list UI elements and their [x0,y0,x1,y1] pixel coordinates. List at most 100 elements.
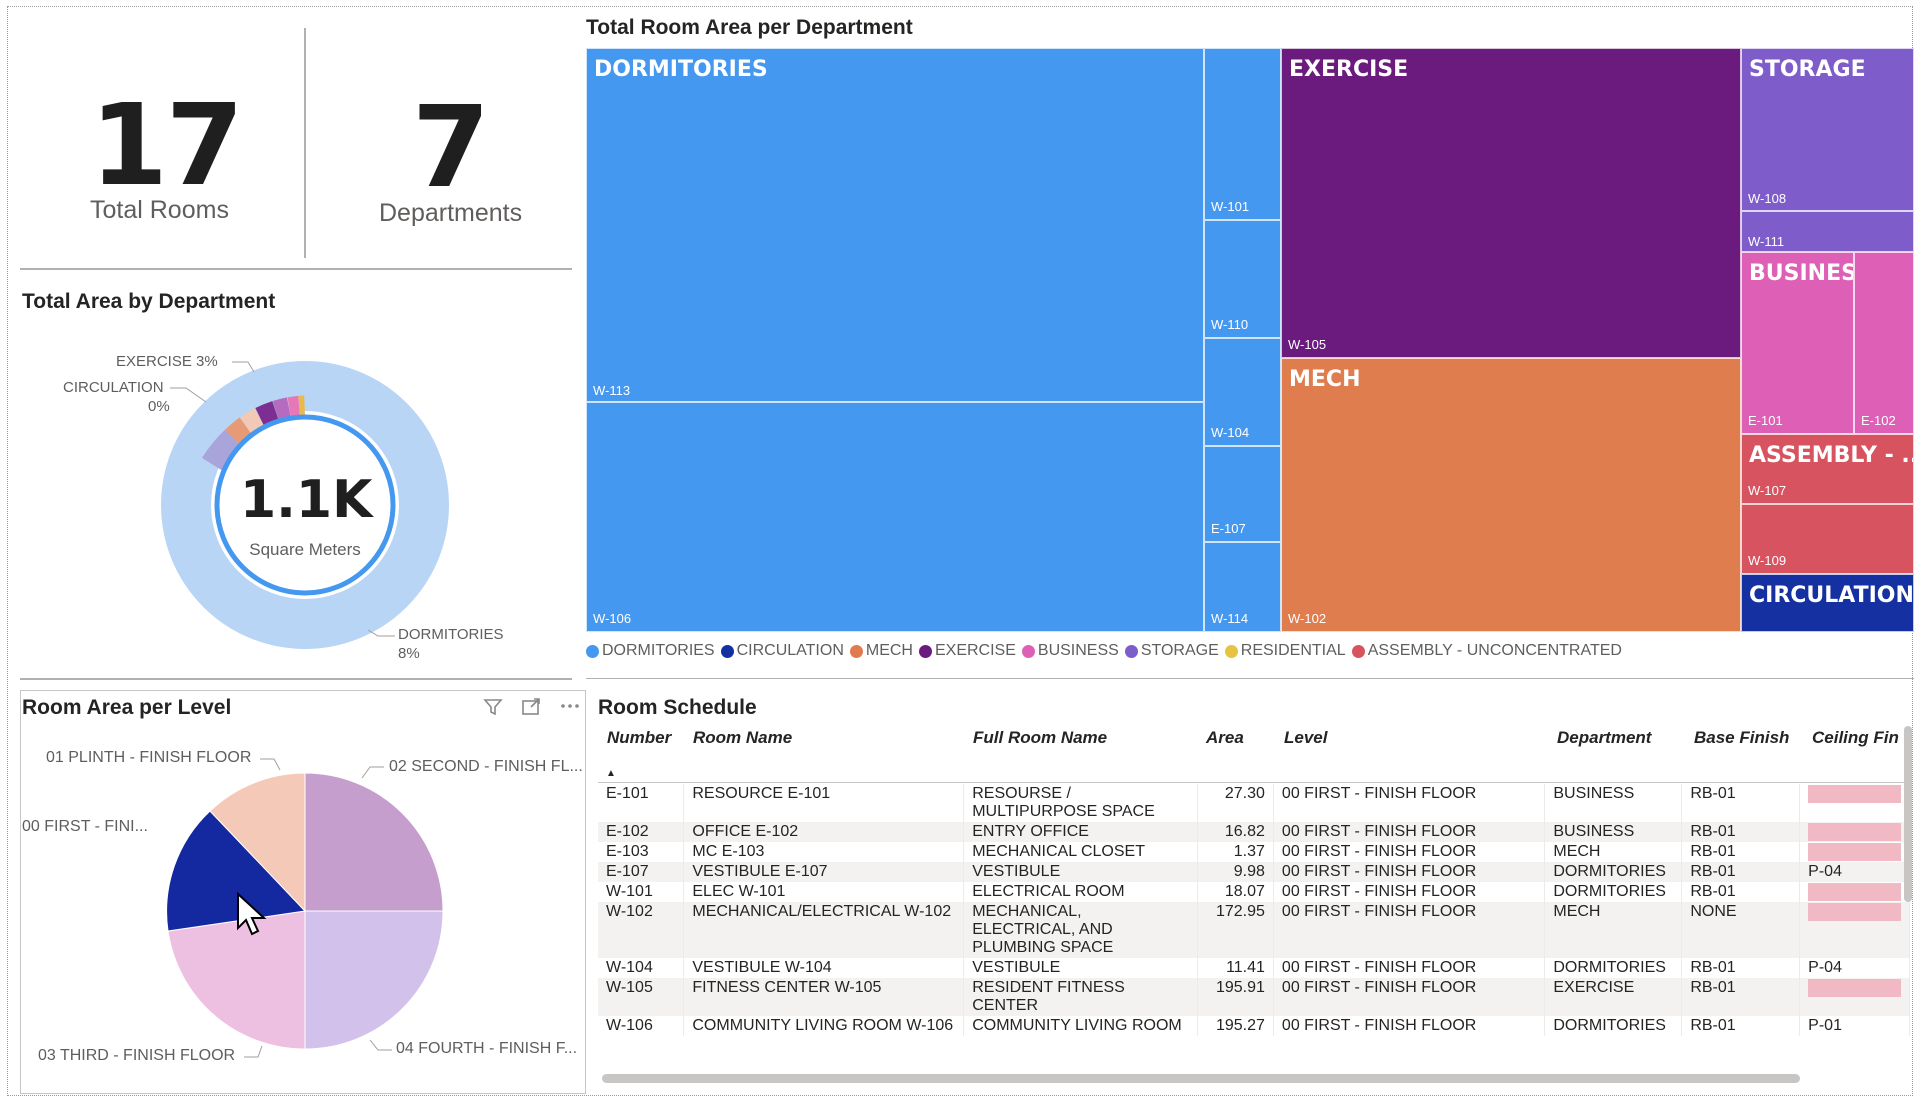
table-cell: COMMUNITY LIVING ROOM W-106 [683,1016,965,1036]
more-options-icon[interactable] [558,694,582,722]
table-cell: OFFICE E-102 [683,822,965,842]
table-row[interactable]: W-105 FITNESS CENTER W-105 RESIDENT FITNES… [598,978,1910,1016]
table-cell: MECH [1544,842,1683,862]
legend-bottom-divider [586,678,1914,679]
legend-dot [1021,644,1035,658]
donut-chart[interactable] [160,360,450,650]
col-header-full-room-name[interactable]: Full Room Name [973,728,1108,747]
table-row[interactable]: E-103 MC E-103 MECHANICAL CLOSET 1.37 00 FIR… [598,842,1910,862]
pie-slice-second[interactable] [304,772,444,912]
table-cell: P-01 [1799,1016,1910,1036]
donut-label-circulation: CIRCULATION [63,379,164,396]
sort-ascending-icon[interactable]: ▲ [606,768,616,779]
col-header-area[interactable]: Area [1206,728,1244,747]
treemap-room-label: W-102 [1288,611,1327,626]
departments-label: Departments [379,199,523,227]
donut-bottom-divider [20,678,572,680]
col-header-base-finish[interactable]: Base Finish [1694,728,1790,747]
room-area-per-level-visual[interactable] [20,690,586,1094]
table-cell: P-04 [1799,862,1910,882]
pie-slice-third[interactable] [167,910,306,1050]
legend-item[interactable]: BUSINESS [1021,642,1119,660]
col-header-number[interactable]: Number [607,728,672,747]
treemap-cell-w114[interactable]: W-114 [1204,542,1281,632]
legend-item[interactable]: MECH [849,642,913,660]
col-header-level[interactable]: Level [1284,728,1328,747]
table-cell: BUSINESS [1544,784,1683,822]
table-cell: DORMITORIES [1544,1016,1683,1036]
table-cell: W-106 [598,1016,685,1036]
donut-slice-dormitories[interactable] [161,361,449,649]
table-row[interactable]: W-104 VESTIBULE W-104 VESTIBULE 11.41 00 FIR… [598,958,1910,978]
treemap-room-label: W-104 [1211,425,1250,440]
pie-slice-plinth[interactable] [209,772,306,913]
pie-leader-lines [244,758,392,1058]
treemap-cell-w102[interactable]: MECH W-102 [1281,358,1741,632]
focus-mode-icon[interactable] [520,696,542,724]
table-row[interactable]: W-102 MECHANICAL/ELECTRICAL W-102 MECHANIC… [598,902,1910,958]
horizontal-scrollbar[interactable] [602,1074,1800,1083]
ceiling-finish-highlight [1808,979,1901,997]
col-header-department[interactable]: Department [1557,728,1652,747]
filter-icon[interactable] [482,696,504,724]
table-row[interactable]: W-101 ELEC W-101 ELECTRICAL ROOM 18.07 00 FI… [598,882,1910,902]
legend-dot [586,644,599,658]
table-cell: ELEC W-101 [683,882,965,902]
treemap-cell-w108[interactable]: STORAGE W-108 [1741,48,1914,211]
table-cell: RB-01 [1681,784,1801,822]
table-cell: W-104 [598,958,685,978]
table-row[interactable]: E-107 VESTIBULE E-107 VESTIBULE 9.98 00 FIRS… [598,862,1910,882]
treemap-cell-w111[interactable]: W-111 [1741,211,1914,252]
treemap-cell-w104[interactable]: W-104 [1204,338,1281,446]
pie-label-plinth: 01 PLINTH - FINISH FLOOR [46,749,252,766]
vertical-scrollbar[interactable] [1904,726,1912,902]
legend-item[interactable]: EXERCISE [918,642,1016,660]
table-cell: 18.07 [1197,882,1274,902]
donut-center [214,414,396,596]
treemap-room-label: W-110 [1211,317,1249,332]
table-row[interactable]: E-101 RESOURCE E-101 RESOURSE / MULTIPURPO… [598,784,1910,822]
col-header-room-name[interactable]: Room Name [693,728,793,747]
pie-slice-first[interactable] [166,810,307,932]
table-cell: RB-01 [1681,958,1801,978]
table-cell: 00 FIRST - FINISH FLOOR [1273,882,1546,902]
ceiling-finish-highlight [1808,903,1901,921]
treemap-cell-e107[interactable]: E-107 [1204,446,1281,542]
treemap-cell-w113[interactable]: W-113 DORMITORIES [586,48,1204,402]
treemap-cell-circulation[interactable]: CIRCULATION [1741,574,1914,632]
table-cell [1799,822,1910,842]
pie-chart[interactable] [160,766,460,1066]
legend-item[interactable]: RESIDENTIAL [1224,642,1346,660]
treemap-dept-exercise: EXERCISE [1289,57,1409,82]
treemap-cell-w105[interactable]: EXERCISE W-105 [1281,48,1741,358]
col-header-ceiling-finish[interactable]: Ceiling Fin [1812,728,1899,747]
treemap-cell-w106[interactable]: W-106 [586,402,1204,632]
table-row[interactable]: W-106 COMMUNITY LIVING ROOM W-106 COMMUNIT… [598,1016,1910,1036]
table-cell: 195.91 [1197,978,1274,1016]
treemap-room-label: E-101 [1748,413,1783,428]
treemap-cell-e102[interactable]: E-102 [1854,252,1914,434]
treemap-cell-w109[interactable]: W-109 [1741,504,1914,574]
legend-item[interactable]: STORAGE [1124,642,1219,660]
treemap-cell-w110[interactable]: W-110 [1204,220,1281,338]
treemap[interactable]: W-113 DORMITORIES W-106 W-101 W-110 W-10… [586,48,1914,632]
schedule-header-divider [598,782,1908,783]
table-cell [1799,842,1910,862]
table-cell: DORMITORIES [1544,882,1683,902]
table-cell: RB-01 [1681,842,1801,862]
donut-title: Total Area by Department [22,290,276,313]
table-cell: 16.82 [1197,822,1274,842]
treemap-cell-e101[interactable]: BUSINESS E-101 [1741,252,1854,434]
legend-item[interactable]: CIRCULATION [720,642,844,660]
pie-slice-fourth[interactable] [304,910,444,1050]
treemap-cell-w107[interactable]: ASSEMBLY - ... W-107 [1741,434,1914,504]
legend-item[interactable]: ASSEMBLY - UNCONCENTRATED [1351,642,1622,660]
treemap-cell-w101[interactable]: W-101 [1204,48,1281,220]
table-cell: RB-01 [1681,822,1801,842]
table-row[interactable]: E-102 OFFICE E-102 ENTRY OFFICE 16.82 00 FIR… [598,822,1910,842]
table-cell: EXERCISE [1544,978,1683,1016]
table-cell [1799,902,1910,958]
legend-label: BUSINESS [1037,642,1119,659]
legend-item[interactable]: DORMITORIES [586,642,715,660]
ceiling-finish-highlight [1808,823,1901,841]
